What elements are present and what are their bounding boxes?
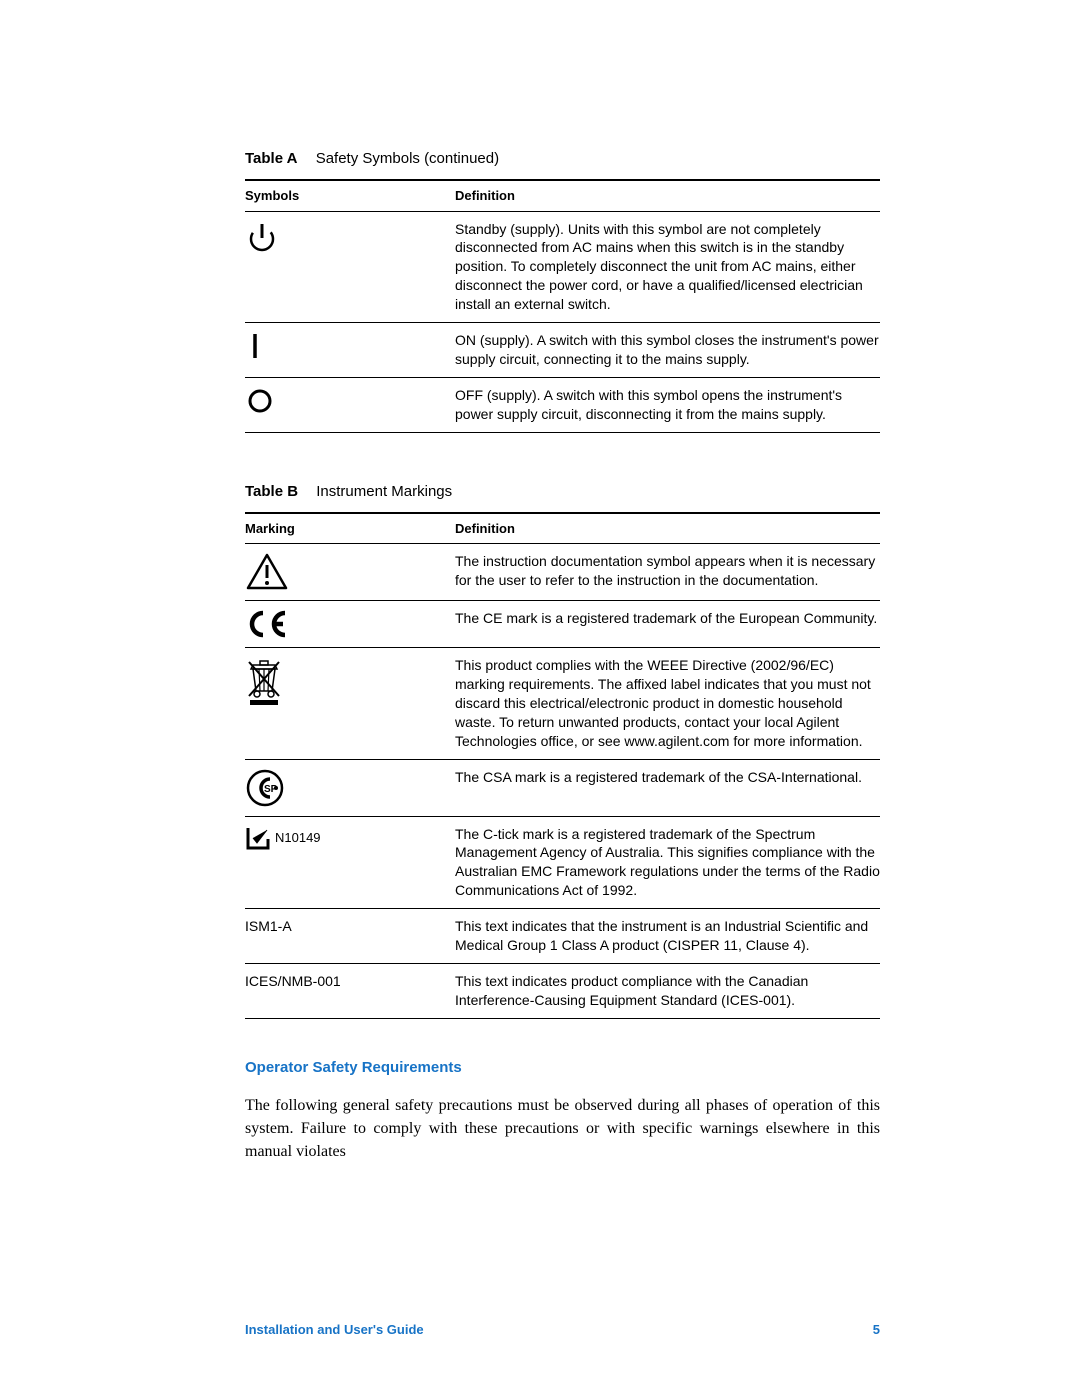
table-row: ISM1-A This text indicates that the inst… <box>245 909 880 964</box>
off-supply-icon <box>245 386 455 416</box>
table-a-caption: Table A Safety Symbols (continued) <box>245 150 880 167</box>
definition-text: The instruction documentation symbol app… <box>455 544 880 601</box>
table-row: N10149 The C-tick mark is a registered t… <box>245 816 880 909</box>
definition-text: This text indicates product compliance w… <box>455 963 880 1018</box>
definition-text: The C-tick mark is a registered trademar… <box>455 816 880 909</box>
standby-icon <box>245 220 455 254</box>
table-b-header-definition: Definition <box>455 513 880 544</box>
table-row: Standby (supply). Units with this symbol… <box>245 211 880 322</box>
table-a-header-symbols: Symbols <box>245 180 455 211</box>
table-row: This product complies with the WEEE Dire… <box>245 648 880 759</box>
table-row: OFF (supply). A switch with this symbol … <box>245 377 880 432</box>
table-b-title: Instrument Markings <box>316 483 452 500</box>
definition-text: Standby (supply). Units with this symbol… <box>455 211 880 322</box>
definition-text: OFF (supply). A switch with this symbol … <box>455 377 880 432</box>
table-row: ICES/NMB-001 This text indicates product… <box>245 963 880 1018</box>
csa-mark-icon: SP <box>245 768 455 808</box>
definition-text: The CSA mark is a registered trademark o… <box>455 759 880 816</box>
ce-mark-icon <box>245 609 455 639</box>
section-heading: Operator Safety Requirements <box>245 1059 880 1076</box>
table-row: The CE mark is a registered trademark of… <box>245 601 880 648</box>
table-a-label: Table A <box>245 150 298 167</box>
on-supply-icon <box>245 331 455 361</box>
table-a-header-definition: Definition <box>455 180 880 211</box>
definition-text: The CE mark is a registered trademark of… <box>455 601 880 648</box>
body-paragraph: The following general safety precautions… <box>245 1094 880 1164</box>
ices-marking: ICES/NMB-001 <box>245 973 341 989</box>
table-b-caption: Table B Instrument Markings <box>245 483 880 500</box>
page-number: 5 <box>873 1322 880 1337</box>
definition-text: This text indicates that the instrument … <box>455 909 880 964</box>
table-b-label: Table B <box>245 483 298 500</box>
table-a-title: Safety Symbols (continued) <box>316 150 499 167</box>
weee-icon <box>245 656 455 706</box>
caution-icon <box>245 552 455 592</box>
page: Table A Safety Symbols (continued) Symbo… <box>0 0 1080 1397</box>
ism-marking: ISM1-A <box>245 918 292 934</box>
table-row: ON (supply). A switch with this symbol c… <box>245 323 880 378</box>
table-row: The instruction documentation symbol app… <box>245 544 880 601</box>
table-row: SP The CSA mark is a registered trademar… <box>245 759 880 816</box>
ctick-icon <box>245 825 271 851</box>
definition-text: This product complies with the WEEE Dire… <box>455 648 880 759</box>
table-b: Marking Definition The instruction docum… <box>245 512 880 1019</box>
footer-title: Installation and User's Guide <box>245 1322 424 1337</box>
ctick-number: N10149 <box>275 829 321 847</box>
table-b-header-marking: Marking <box>245 513 455 544</box>
page-footer: Installation and User's Guide 5 <box>245 1322 880 1337</box>
table-a: Symbols Definition Standby (supply). Uni… <box>245 179 880 433</box>
definition-text: ON (supply). A switch with this symbol c… <box>455 323 880 378</box>
